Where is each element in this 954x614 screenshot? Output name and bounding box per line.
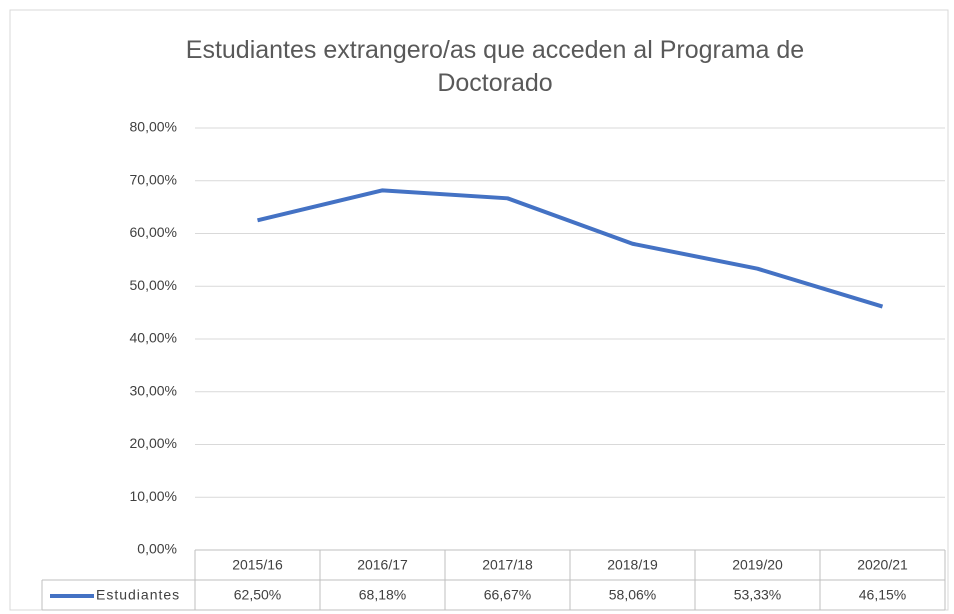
y-tick-label: 70,00%	[130, 171, 177, 187]
x-tick-label: 2015/16	[232, 557, 283, 573]
data-label: 53,33%	[734, 587, 781, 603]
y-tick-label: 50,00%	[130, 277, 177, 293]
y-tick-label: 60,00%	[130, 224, 177, 240]
data-label: 62,50%	[234, 587, 281, 603]
chart-title: Estudiantes extrangero/as que acceden al…	[185, 36, 805, 97]
x-tick-label: 2020/21	[857, 557, 908, 573]
y-tick-label: 30,00%	[130, 382, 177, 398]
x-tick-label: 2018/19	[607, 557, 658, 573]
data-label: 58,06%	[609, 587, 656, 603]
y-tick-label: 80,00%	[130, 119, 177, 135]
data-label: 66,67%	[484, 587, 531, 603]
legend-label: Estudiantes	[96, 587, 180, 603]
line-series	[257, 188, 884, 309]
y-tick-label: 10,00%	[130, 488, 177, 504]
y-tick-label: 20,00%	[130, 435, 177, 451]
chart-border	[9, 9, 949, 611]
y-tick-label: 0,00%	[137, 541, 177, 557]
x-tick-label: 2017/18	[482, 557, 533, 573]
data-label: 68,18%	[359, 587, 406, 603]
y-tick-label: 40,00%	[130, 330, 177, 346]
x-tick-label: 2019/20	[732, 557, 783, 573]
data-label: 46,15%	[859, 587, 906, 603]
x-tick-label: 2016/17	[357, 557, 408, 573]
